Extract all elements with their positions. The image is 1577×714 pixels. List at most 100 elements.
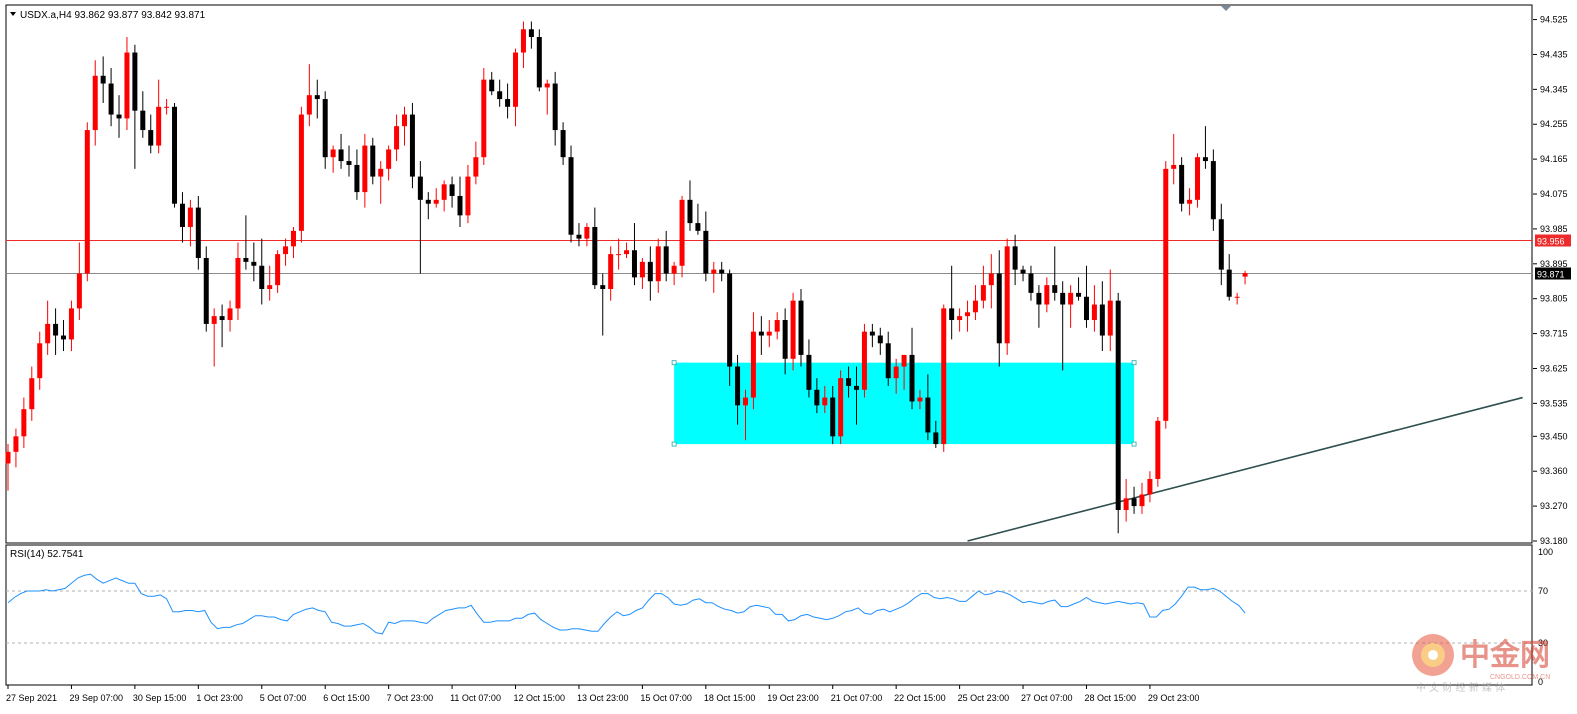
time-tick-label: 25 Oct 23:00 [958,693,1010,703]
candle-body [513,52,519,107]
level-label-bg [1535,267,1571,280]
candle-body [53,323,59,336]
time-tick-label: 15 Oct 07:00 [640,693,692,703]
time-tick-label: 21 Oct 07:00 [831,693,883,703]
candle-body [283,246,289,255]
candle-body [45,323,51,344]
price-tick-label: 93.450 [1540,431,1568,441]
candle-body [267,285,273,290]
time-tick-label: 18 Oct 15:00 [704,693,756,703]
candle-body [933,432,939,445]
candle-body [29,378,35,410]
candle-body [996,273,1002,344]
trendline [967,396,1523,542]
time-tick-label: 30 Sep 15:00 [133,693,187,703]
candle-body [1210,161,1216,220]
candle-body [219,316,225,321]
rsi-tick-label: 0 [1538,677,1543,687]
time-tick-label: 29 Sep 07:00 [69,693,123,703]
candle-body [695,223,701,231]
price-tick-label: 93.985 [1540,224,1568,234]
price-tick-label: 93.360 [1540,466,1568,476]
candle-body [885,343,891,379]
candle-body [386,149,392,169]
candle-body [584,226,590,239]
candle-body [965,312,971,317]
candle-body [449,184,455,196]
candle-body [798,300,804,355]
candle-body [187,207,193,227]
candle-body [322,99,328,158]
candle-body [92,75,98,131]
time-tick-label: 6 Oct 15:00 [323,693,370,703]
candle-body [846,378,852,386]
candle-body [148,130,154,146]
candle-body [536,37,542,88]
candle-body [330,149,336,158]
candle-body [854,385,860,390]
candle-body [806,354,812,390]
time-tick-label: 22 Oct 15:00 [894,693,946,703]
time-tick-label: 29 Oct 23:00 [1148,693,1200,703]
candle-body [1091,304,1097,321]
candle-body [354,164,360,193]
candle-body [1044,285,1050,305]
candle-body [782,320,788,359]
candle-body [1226,269,1232,297]
price-tick-label: 94.435 [1540,49,1568,59]
candle-body [156,106,162,146]
candle-body [489,79,495,92]
candle-body [1123,498,1129,510]
candle-body [1107,300,1113,336]
candle-body [76,273,82,309]
candle-body [164,106,170,108]
candle-body [869,331,875,336]
candle-body [473,157,479,177]
candle-body [1076,292,1082,297]
candle-body [790,300,796,359]
candle-body [663,246,669,274]
candle-body [1131,498,1137,507]
candle-body [877,335,883,344]
menu-triangle-icon[interactable] [10,12,16,16]
candle-body [1187,199,1193,204]
watermark-brand: 中金网 [1460,638,1550,673]
candle-body [624,250,630,255]
rsi-tick-label: 70 [1538,586,1548,596]
candle-body [925,397,931,433]
candle-body [1147,478,1153,495]
candle-body [552,83,558,131]
candle-body [362,145,368,193]
price-tick-label: 93.805 [1540,294,1568,304]
candle-body [1036,292,1042,305]
price-tick-label: 94.255 [1540,119,1568,129]
candle-body [766,331,772,336]
candle-body [394,126,400,150]
time-tick-label: 27 Sep 2021 [6,693,57,703]
rsi-line [7,573,1246,635]
candle-body [711,269,717,274]
candle-body [505,99,511,107]
time-tick-label: 1 Oct 23:00 [196,693,243,703]
time-tick-label: 13 Oct 23:00 [577,693,629,703]
candle-body [195,207,201,258]
price-tick-label: 93.715 [1540,329,1568,339]
level-label: 93.871 [1537,270,1565,280]
candle-body [1068,292,1074,305]
candle-body [13,436,19,452]
candle-body [275,254,281,286]
candle-body [838,378,844,437]
candle-body [172,106,178,204]
watermark: 中金网 CNGOLD.COM.CN 中 文 财 经 新 媒 体 [1412,634,1550,694]
price-tick-label: 93.625 [1540,363,1568,373]
candle-body [211,316,217,324]
candle-body [600,285,606,290]
zone-handle [1131,441,1137,447]
candle-body [608,254,614,290]
candle-body [1060,292,1066,305]
candle-body [909,354,915,402]
candle-body [100,75,106,84]
shift-marker-icon[interactable] [1221,6,1231,11]
candle-body [338,149,344,162]
